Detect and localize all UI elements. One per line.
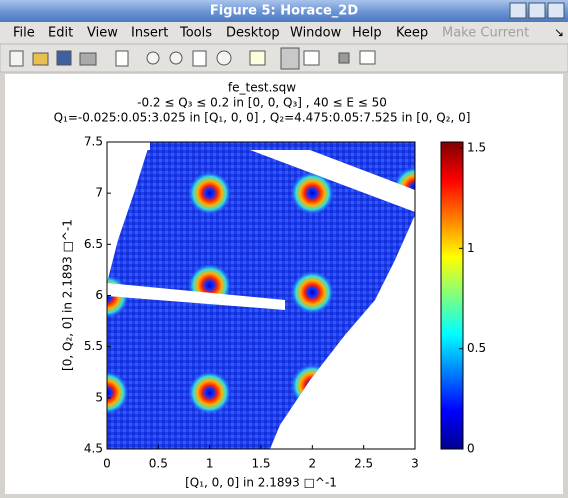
window-title: Figure 5: Horace_2D <box>210 4 358 19</box>
menu-item[interactable]: View <box>87 26 118 41</box>
minimize-button[interactable] <box>509 2 527 19</box>
peak <box>290 171 335 216</box>
gap <box>250 150 415 212</box>
menu-arrow[interactable]: ↘ <box>554 26 564 40</box>
tool-zoom-in[interactable] <box>146 51 160 65</box>
menu-item[interactable]: Window <box>290 26 342 41</box>
y-tick-label: 5 <box>95 390 103 404</box>
x-tick-label: 1 <box>206 457 214 471</box>
menu-item[interactable]: Keep <box>396 26 428 41</box>
tool-new[interactable] <box>9 50 24 67</box>
y-tick-label: 5.5 <box>84 339 103 353</box>
tool-open[interactable] <box>32 52 49 66</box>
y-tick-label: 6 <box>95 288 103 302</box>
menu-item[interactable]: Insert <box>131 26 168 41</box>
x-tick-label: 2.5 <box>354 457 373 471</box>
chart-subtitle: -0.2 ≤ Q₃ ≤ 0.2 in [0, 0, Q₃] , 40 ≤ E ≤… <box>137 96 387 110</box>
colorbar <box>440 141 464 450</box>
y-tick-label: 7 <box>95 186 103 200</box>
tool-legend[interactable] <box>303 50 320 66</box>
tool-zoom-out[interactable] <box>169 51 183 65</box>
peak <box>107 370 129 415</box>
chart-title: fe_test.sqw <box>228 81 296 95</box>
close-button[interactable] <box>547 2 565 19</box>
tool-hide[interactable] <box>338 52 350 64</box>
menu-item[interactable]: Help <box>352 26 382 41</box>
title-bar <box>0 0 568 22</box>
tool-save[interactable] <box>56 50 72 66</box>
y-tick-label: 6.5 <box>84 237 103 251</box>
gap <box>107 142 150 150</box>
tool-pan[interactable] <box>192 50 207 67</box>
menu-item[interactable]: Tools <box>179 26 212 41</box>
y-tick-label: 4.5 <box>84 442 103 456</box>
x-tick-label: 0 <box>103 457 111 471</box>
tool-print[interactable] <box>79 52 97 66</box>
menu-bar <box>0 22 568 44</box>
tool-rotate[interactable] <box>216 50 232 66</box>
x-tick-label: 3 <box>411 457 419 471</box>
toolbar-icons[interactable] <box>9 47 376 70</box>
menu-item[interactable]: Make Current <box>442 26 529 41</box>
data-region <box>107 142 415 449</box>
peak <box>290 270 335 315</box>
tool-select[interactable] <box>115 50 129 67</box>
x-tick-label: 2 <box>309 457 317 471</box>
colorbar-tick-label: 0.5 <box>467 341 486 355</box>
colorbar-tick-label: 1 <box>467 241 475 255</box>
chart-subtitle: Q₁=-0.025:0.05:3.025 in [Q₁, 0, 0] , Q₂=… <box>54 111 471 125</box>
x-axis-label: [Q₁, 0, 0] in 2.1893 □^-1 <box>185 476 337 490</box>
y-axis-label: [0, Q₂, 0] in 2.1893 □^-1 <box>61 219 75 371</box>
peak <box>187 171 232 216</box>
y-tick-label: 7.5 <box>84 135 103 149</box>
colorbar-tick-label: 0 <box>467 442 475 456</box>
x-tick-label: 0.5 <box>149 457 168 471</box>
maximize-button[interactable] <box>528 2 546 19</box>
peak <box>187 370 232 415</box>
gap <box>107 283 285 310</box>
tool-show[interactable] <box>359 50 376 65</box>
x-tick-label: 1.5 <box>251 457 270 471</box>
tool-colorbar[interactable] <box>280 47 300 70</box>
menu-item[interactable]: Desktop <box>226 26 280 41</box>
menu-item[interactable]: File <box>13 26 35 41</box>
tool-datacursor[interactable] <box>249 50 266 66</box>
colorbar-tick-label: 1.5 <box>467 141 486 155</box>
window-buttons[interactable] <box>509 2 565 19</box>
menu-item[interactable]: Edit <box>48 26 73 41</box>
